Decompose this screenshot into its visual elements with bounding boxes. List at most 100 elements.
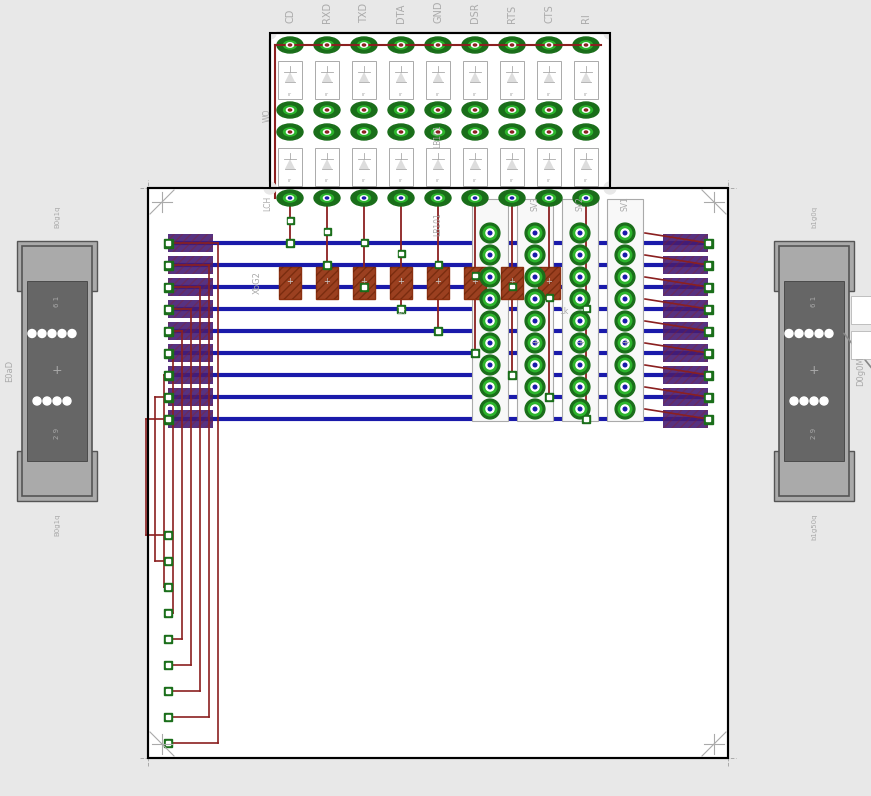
Ellipse shape — [323, 130, 331, 135]
Ellipse shape — [489, 297, 492, 301]
Bar — [663, 388, 708, 406]
Ellipse shape — [579, 194, 592, 202]
Bar — [166, 533, 170, 537]
Ellipse shape — [483, 336, 496, 349]
Ellipse shape — [578, 253, 582, 257]
Bar — [706, 395, 710, 400]
Bar — [547, 395, 551, 399]
Bar — [663, 234, 708, 252]
Ellipse shape — [528, 248, 542, 262]
Ellipse shape — [536, 102, 562, 118]
Ellipse shape — [509, 43, 516, 47]
Ellipse shape — [578, 385, 582, 388]
Ellipse shape — [510, 131, 514, 133]
Ellipse shape — [571, 223, 590, 243]
Bar — [325, 263, 329, 267]
Ellipse shape — [288, 131, 292, 133]
Ellipse shape — [462, 102, 488, 118]
Ellipse shape — [395, 41, 408, 49]
Bar — [164, 661, 172, 669]
Text: rr: rr — [399, 92, 403, 96]
Ellipse shape — [321, 106, 334, 114]
Bar — [168, 344, 213, 362]
Ellipse shape — [533, 363, 537, 367]
Ellipse shape — [618, 402, 631, 416]
Bar — [510, 285, 514, 288]
Text: +: + — [545, 276, 552, 286]
Polygon shape — [544, 72, 554, 82]
Ellipse shape — [283, 106, 296, 114]
Ellipse shape — [326, 197, 328, 199]
Bar — [390, 267, 412, 299]
Ellipse shape — [357, 41, 370, 49]
Ellipse shape — [435, 43, 442, 47]
Ellipse shape — [573, 336, 587, 349]
Ellipse shape — [510, 109, 514, 111]
Bar — [582, 415, 590, 423]
Bar — [168, 410, 213, 428]
Ellipse shape — [533, 253, 537, 257]
Ellipse shape — [395, 106, 408, 114]
Ellipse shape — [388, 102, 414, 118]
Ellipse shape — [525, 245, 545, 265]
Ellipse shape — [615, 399, 635, 419]
Ellipse shape — [533, 319, 537, 323]
Ellipse shape — [462, 190, 488, 206]
Bar — [706, 306, 710, 311]
Ellipse shape — [362, 197, 366, 199]
Ellipse shape — [571, 289, 590, 309]
Bar — [360, 283, 368, 291]
Ellipse shape — [287, 107, 294, 112]
Bar — [583, 305, 590, 312]
Text: CTS: CTS — [544, 4, 554, 23]
Bar — [168, 234, 213, 252]
Ellipse shape — [621, 317, 629, 325]
Bar — [704, 260, 712, 270]
Polygon shape — [322, 159, 332, 169]
Bar — [472, 199, 508, 421]
Ellipse shape — [536, 190, 562, 206]
Text: +: + — [323, 276, 330, 286]
Ellipse shape — [486, 251, 494, 259]
Bar — [663, 300, 708, 318]
Bar — [389, 61, 413, 99]
Text: +: + — [531, 338, 539, 348]
Bar — [315, 61, 339, 99]
Bar — [774, 241, 854, 291]
Ellipse shape — [480, 377, 500, 397]
Ellipse shape — [576, 273, 584, 281]
Ellipse shape — [462, 124, 488, 140]
Ellipse shape — [486, 273, 494, 281]
Ellipse shape — [499, 190, 525, 206]
Ellipse shape — [314, 37, 340, 53]
Bar — [399, 307, 403, 311]
Ellipse shape — [578, 275, 582, 279]
Ellipse shape — [397, 107, 404, 112]
Bar — [168, 300, 213, 318]
Circle shape — [790, 397, 798, 405]
Ellipse shape — [545, 107, 552, 112]
Ellipse shape — [480, 355, 500, 375]
Ellipse shape — [623, 385, 627, 388]
Ellipse shape — [314, 102, 340, 118]
Ellipse shape — [362, 44, 366, 46]
Bar — [706, 263, 710, 267]
Ellipse shape — [480, 289, 500, 309]
Bar — [663, 256, 708, 274]
Ellipse shape — [579, 128, 592, 136]
Ellipse shape — [583, 196, 590, 201]
Ellipse shape — [277, 37, 303, 53]
Ellipse shape — [571, 377, 590, 397]
Bar — [706, 351, 710, 355]
Ellipse shape — [436, 109, 440, 111]
Bar — [168, 322, 213, 340]
Text: rr: rr — [584, 178, 588, 184]
Text: LB101: LB101 — [434, 124, 442, 148]
Bar — [164, 583, 172, 591]
Bar — [779, 246, 849, 496]
Bar — [316, 267, 338, 299]
Ellipse shape — [618, 358, 631, 372]
Text: rr: rr — [325, 178, 329, 184]
Bar — [165, 417, 170, 421]
Ellipse shape — [525, 223, 545, 243]
